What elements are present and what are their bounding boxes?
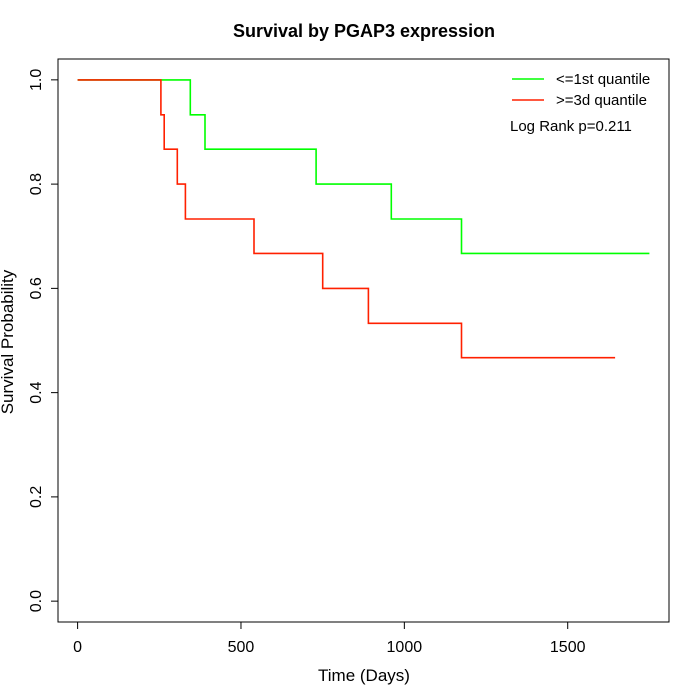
y-tick-label: 1.0 xyxy=(28,69,45,91)
series-layer xyxy=(77,79,650,359)
plot-frame xyxy=(57,58,670,623)
x-axis-label: Time (Days) xyxy=(318,666,410,685)
y-axis: 0.0 0.2 0.4 0.6 0.8 1.0 xyxy=(28,69,59,612)
y-tick-label: 0.4 xyxy=(28,381,45,403)
legend-label-lower-quantile: <=1st quantile xyxy=(556,71,650,88)
y-tick-label: 0.0 xyxy=(28,590,45,612)
log-rank-annotation: Log Rank p=0.211 xyxy=(510,118,632,135)
x-tick-label: 500 xyxy=(228,639,255,656)
y-tick-label: 0.2 xyxy=(28,486,45,508)
survival-curve-upper-quantile xyxy=(77,79,616,359)
y-tick-label: 0.8 xyxy=(28,173,45,195)
legend-label-upper-quantile: >=3d quantile xyxy=(556,92,647,109)
x-axis: 0 500 1000 1500 xyxy=(73,621,586,656)
legend: <=1st quantile >=3d quantile xyxy=(512,71,650,109)
chart-title: Survival by PGAP3 expression xyxy=(233,21,495,41)
y-tick-label: 0.6 xyxy=(28,277,45,299)
x-tick-label: 0 xyxy=(73,639,82,656)
x-tick-label: 1000 xyxy=(387,639,423,656)
y-axis-label: Survival Probability xyxy=(0,269,17,414)
x-tick-label: 1500 xyxy=(550,639,586,656)
survival-curve-lower-quantile xyxy=(77,79,650,255)
